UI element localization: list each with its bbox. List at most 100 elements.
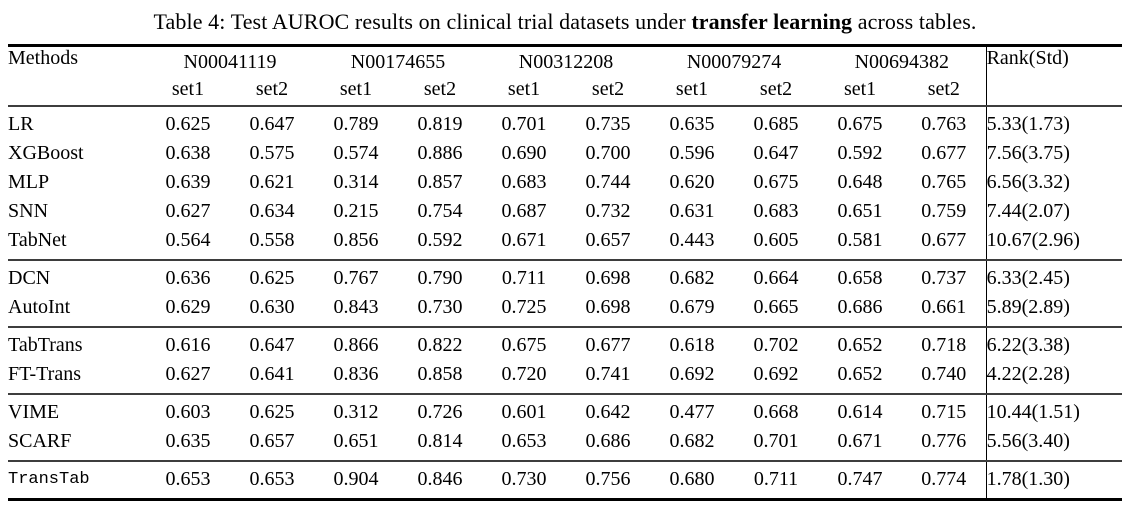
table-header: Methods N00041119 N00174655 N00312208 N0007… [8,45,1123,106]
value-cell: 0.725 [501,296,547,318]
set-label-cell: set2 [423,78,457,100]
set-label-cell: set2 [927,78,960,100]
method-group-2: DCN 0.636 0.625 0.767 0.790 0.711 0.698 0.682 0.… [8,260,1123,327]
value-cell: 0.638 [165,142,211,164]
value-cell: 0.592 [837,142,883,164]
set-label-cell: set2 [255,78,289,100]
value-cell: 0.756 [585,468,631,490]
set-label-cell: set1 [171,78,205,100]
value-cell: 0.642 [585,401,631,423]
value-cell: 0.664 [753,267,799,289]
table-row: XGBoost 0.638 0.575 0.574 0.886 0.690 0.700 0.5… [8,139,1123,168]
method-name-cell: DCN [8,267,51,289]
value-cell: 0.726 [417,401,463,423]
value-cell: 0.735 [585,113,631,135]
value-cell: 0.635 [165,430,211,452]
value-cell: 0.857 [417,171,463,193]
method-name-cell: SNN [8,200,49,222]
value-cell: 0.657 [585,229,631,251]
value-cell: 0.737 [921,267,967,289]
value-cell: 0.625 [249,401,295,423]
value-cell: 0.790 [417,267,463,289]
value-cell: 0.312 [333,401,379,423]
rank-cell: 6.33(2.45) [985,260,1123,293]
value-cell: 0.627 [165,363,211,385]
value-cell: 0.652 [837,363,883,385]
value-cell: 0.692 [753,363,799,385]
value-cell: 0.625 [249,267,295,289]
value-cell: 0.858 [417,363,463,385]
value-cell: 0.665 [753,296,799,318]
rank-cell: 5.56(3.40) [985,427,1123,461]
value-cell: 0.683 [753,200,799,222]
value-cell: 0.616 [165,334,211,356]
rank-cell: 5.33(1.73) [985,106,1123,139]
value-cell: 0.653 [249,468,295,490]
value-cell: 0.836 [333,363,379,385]
rank-header-cell: Rank(Std) [985,45,1123,106]
value-cell: 0.581 [837,229,883,251]
dataset-header-cell: N00041119 [183,51,277,73]
value-cell: 0.601 [501,401,547,423]
caption-bold-text: transfer learning [691,9,853,34]
value-cell: 0.754 [417,200,463,222]
value-cell: 0.744 [585,171,631,193]
method-group-3: TabTrans 0.616 0.647 0.866 0.822 0.675 0.677 0.… [8,327,1123,394]
value-cell: 0.630 [249,296,295,318]
value-cell: 0.698 [585,296,631,318]
value-cell: 0.789 [333,113,379,135]
value-cell: 0.215 [333,200,379,222]
value-cell: 0.822 [417,334,463,356]
value-cell: 0.574 [333,142,379,164]
value-cell: 0.620 [669,171,715,193]
rank-cell: 7.56(3.75) [985,139,1123,168]
value-cell: 0.677 [921,142,967,164]
value-cell: 0.904 [333,468,379,490]
table-row: TabNet 0.564 0.558 0.856 0.592 0.671 0.657 0.44… [8,226,1123,260]
value-cell: 0.715 [921,401,967,423]
table-row: AutoInt 0.629 0.630 0.843 0.730 0.725 0.698 0.6… [8,293,1123,327]
set-label-cell: set1 [843,78,877,100]
header-row-datasets: Methods N00041119 N00174655 N00312208 N0007… [8,45,1123,106]
value-cell: 0.651 [837,200,883,222]
value-cell: 0.720 [501,363,547,385]
set-label-cell: set1 [507,78,541,100]
table-row: DCN 0.636 0.625 0.767 0.790 0.711 0.698 0.682 0.… [8,260,1123,293]
value-cell: 0.675 [837,113,883,135]
value-cell: 0.846 [417,468,463,490]
value-cell: 0.627 [165,200,211,222]
method-name-cell: AutoInt [8,296,71,318]
value-cell: 0.631 [669,200,715,222]
value-cell: 0.605 [753,229,799,251]
value-cell: 0.668 [753,401,799,423]
method-name-cell: FT-Trans [8,363,81,385]
value-cell: 0.682 [669,430,715,452]
value-cell: 0.814 [417,430,463,452]
method-name-cell: LR [8,113,34,135]
method-group-4: VIME 0.603 0.625 0.312 0.726 0.601 0.642 0.477 0… [8,394,1123,461]
set-label-cell: set2 [591,78,625,100]
value-cell: 0.683 [501,171,547,193]
method-name-cell: SCARF [8,430,72,452]
value-cell: 0.774 [921,468,967,490]
value-cell: 0.687 [501,200,547,222]
method-name-cell: MLP [8,171,50,193]
table-row: SCARF 0.635 0.657 0.651 0.814 0.653 0.686 0.682… [8,427,1123,461]
value-cell: 0.765 [921,171,967,193]
table-row: FT-Trans 0.627 0.641 0.836 0.858 0.720 0.741 0.… [8,360,1123,394]
value-cell: 0.698 [585,267,631,289]
value-cell: 0.634 [249,200,295,222]
value-cell: 0.843 [333,296,379,318]
value-cell: 0.718 [921,334,967,356]
value-cell: 0.686 [837,296,883,318]
value-cell: 0.558 [249,229,295,251]
method-name-cell: VIME [8,401,60,423]
value-cell: 0.647 [249,113,295,135]
value-cell: 0.477 [669,401,715,423]
value-cell: 0.701 [753,430,799,452]
header-row-sets: set1 set2 set1 set2 set1 set2 set1 set2 set1 set2 [8,78,1122,106]
value-cell: 0.443 [669,229,715,251]
value-cell: 0.701 [501,113,547,135]
value-cell: 0.653 [165,468,211,490]
set-label-cell: set1 [339,78,373,100]
